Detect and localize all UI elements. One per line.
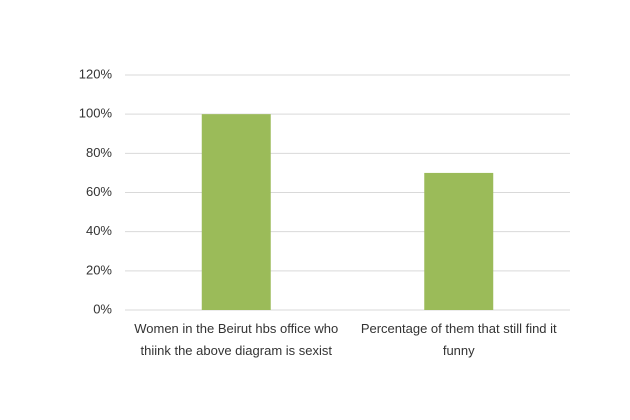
bar — [201, 114, 271, 311]
x-tick-label: Women in the Beirut hbs office who thiin… — [134, 321, 339, 358]
y-tick-label: 60% — [86, 184, 112, 199]
bar — [424, 172, 494, 310]
y-tick-label: 120% — [79, 66, 113, 81]
y-tick-label: 100% — [79, 106, 113, 121]
y-tick-label: 20% — [86, 262, 112, 277]
y-tick-label: 80% — [86, 145, 112, 160]
x-tick-label: Percentage of them that still find it fu… — [360, 321, 557, 358]
y-tick-label: 40% — [86, 223, 112, 238]
y-tick-label: 0% — [93, 301, 112, 316]
